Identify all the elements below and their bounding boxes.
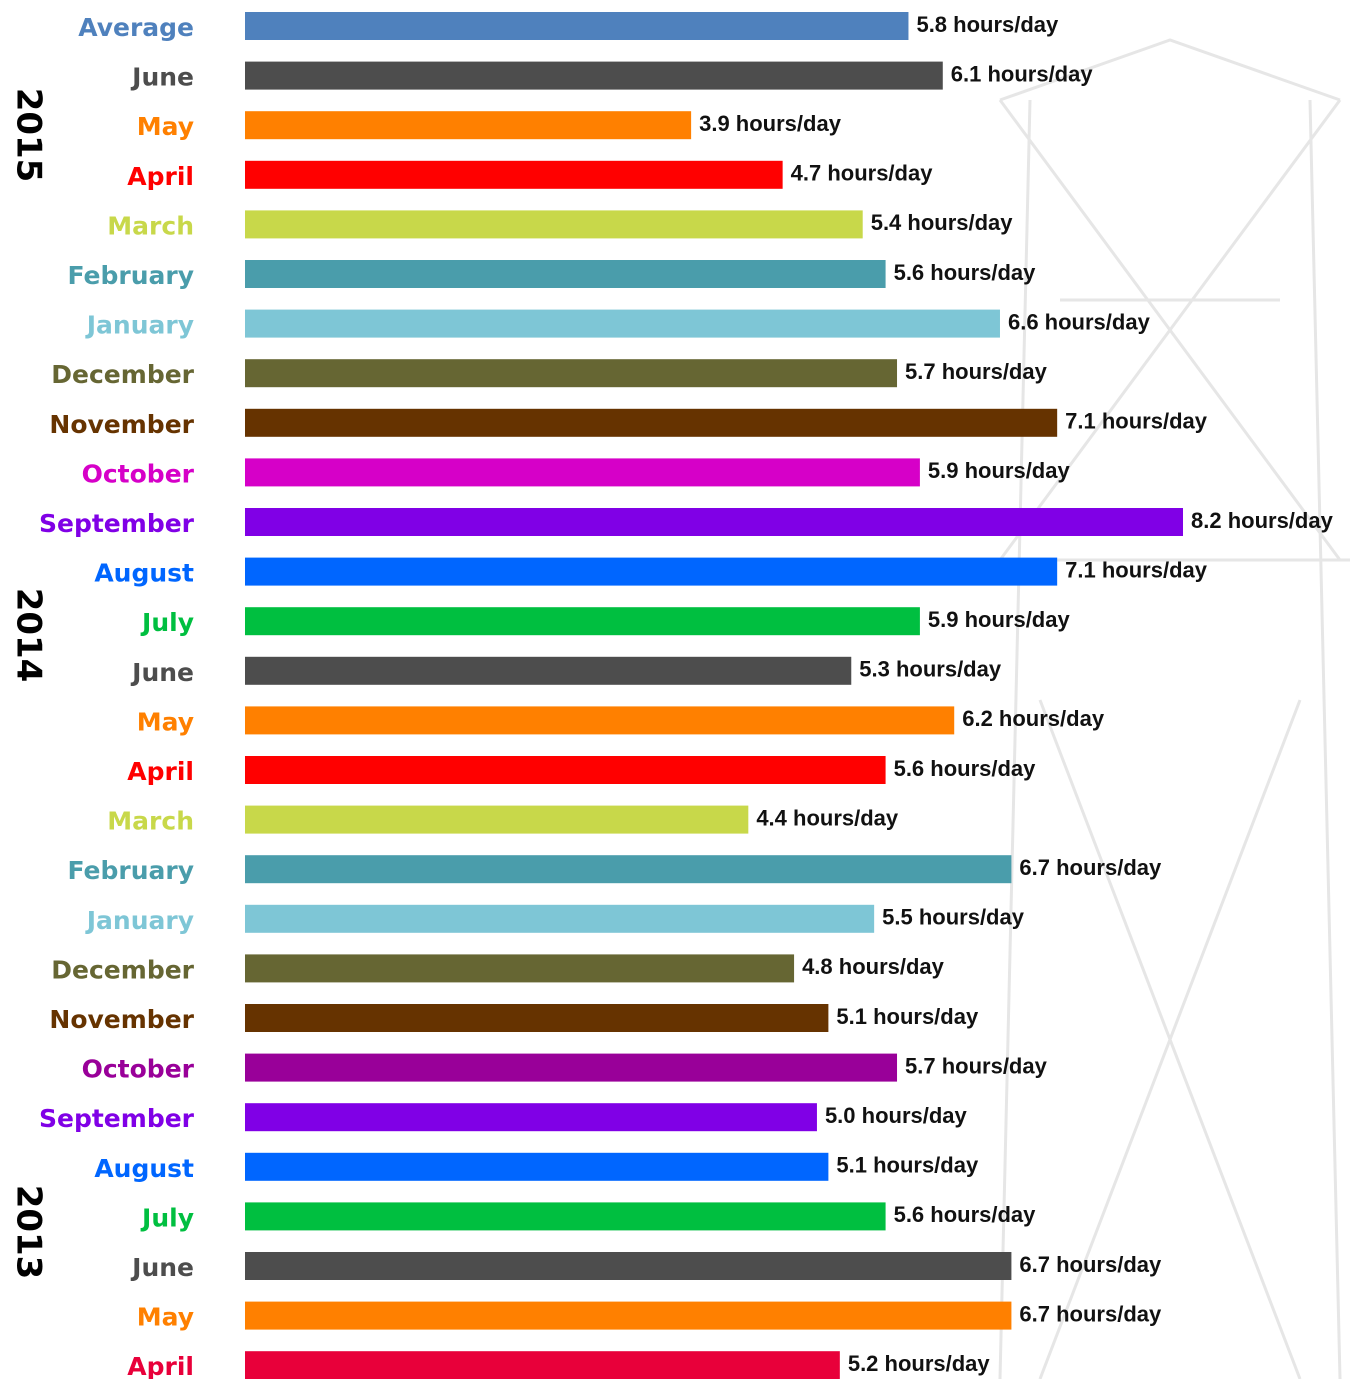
category-label: February [67,261,194,290]
value-label: 5.6 hours/day [894,260,1037,285]
value-label: 3.9 hours/day [699,111,842,136]
category-label: Average [78,13,194,42]
year-label: 2015 [9,88,49,183]
value-label: 4.7 hours/day [791,161,934,186]
value-label: 5.4 hours/day [871,210,1014,235]
value-label: 7.1 hours/day [1065,409,1208,434]
chart: Average 5.8 hours/day June 6.1 hours/day May… [0,0,1362,1379]
category-label: December [51,955,194,984]
bar [245,1153,828,1181]
value-label: 6.2 hours/day [962,706,1105,731]
category-label: September [39,1104,195,1133]
bar [245,1103,817,1131]
value-label: 7.1 hours/day [1065,557,1208,582]
bar [245,954,794,982]
category-label: May [137,1303,194,1332]
category-label: June [130,1253,194,1282]
category-label: April [127,757,194,786]
value-label: 5.6 hours/day [894,1202,1037,1227]
bar [245,508,1183,536]
bar [245,12,908,40]
value-label: 6.7 hours/day [1019,1252,1162,1277]
value-label: 4.4 hours/day [756,805,899,830]
bar [245,607,920,635]
bar [245,905,874,933]
category-label: June [130,63,194,92]
value-label: 5.6 hours/day [894,756,1037,781]
category-label: February [67,856,194,885]
category-label: October [82,1055,195,1084]
bar [245,706,954,734]
year-label: 2014 [9,588,49,683]
value-label: 5.0 hours/day [825,1103,968,1128]
category-label: August [94,559,194,588]
value-label: 5.7 hours/day [905,1053,1048,1078]
category-label: September [39,509,195,538]
bar [245,458,920,486]
bar [245,657,851,685]
value-label: 6.7 hours/day [1019,855,1162,880]
value-label: 5.5 hours/day [882,905,1025,930]
bar [245,210,863,238]
category-label: March [107,807,194,836]
category-label: November [49,1005,194,1034]
bar [245,161,783,189]
value-label: 5.3 hours/day [859,657,1002,682]
category-label: May [137,112,194,141]
category-label: March [107,211,194,240]
bar [245,1252,1011,1280]
bar [245,558,1057,586]
value-label: 5.9 hours/day [928,607,1071,632]
bar [245,756,886,784]
bar [245,409,1057,437]
value-label: 5.8 hours/day [916,12,1059,37]
category-label: July [140,1203,194,1232]
category-label: October [82,459,195,488]
value-label: 8.2 hours/day [1191,508,1334,533]
category-label: December [51,360,194,389]
bar [245,855,1011,883]
value-label: 5.1 hours/day [836,1004,979,1029]
value-label: 5.1 hours/day [836,1153,979,1178]
bar [245,359,897,387]
category-label: November [49,410,194,439]
category-label: June [130,658,194,687]
value-label: 5.7 hours/day [905,359,1048,384]
bar [245,806,748,834]
value-label: 5.9 hours/day [928,458,1071,483]
value-label: 4.8 hours/day [802,954,945,979]
bar [245,1302,1011,1330]
bar [245,1054,897,1082]
category-label: July [140,608,194,637]
bar [245,1202,886,1230]
value-label: 6.7 hours/day [1019,1301,1162,1326]
value-label: 6.6 hours/day [1008,309,1151,334]
year-label: 2013 [9,1185,49,1280]
bar [245,111,691,139]
bar [245,1351,840,1379]
value-label: 5.2 hours/day [848,1351,991,1376]
category-label: May [137,707,194,736]
bar [245,260,886,288]
value-label: 6.1 hours/day [951,61,1094,86]
bar [245,62,943,90]
category-label: April [127,162,194,191]
bar [245,310,1000,338]
category-label: August [94,1154,194,1183]
category-label: January [85,906,194,935]
bar [245,1004,828,1032]
category-label: April [127,1352,194,1379]
category-label: January [85,311,194,340]
